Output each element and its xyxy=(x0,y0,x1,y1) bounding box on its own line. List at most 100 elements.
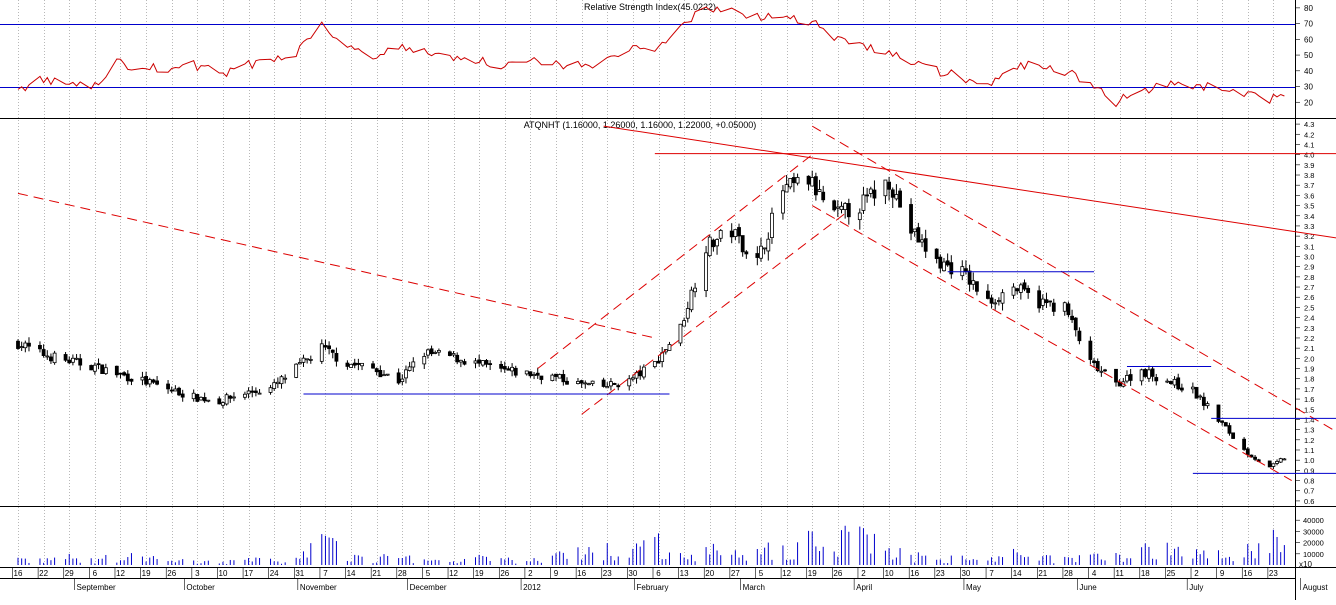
candle-body xyxy=(232,397,235,398)
day-label: 30 xyxy=(961,569,970,578)
candle-body xyxy=(276,382,279,383)
candle-body xyxy=(679,324,682,343)
day-label: 18 xyxy=(1141,569,1150,578)
candle-body xyxy=(251,391,254,392)
candle-body xyxy=(770,213,773,237)
candle-body xyxy=(1228,426,1231,434)
candle-body xyxy=(448,352,451,356)
price-tick-label: 2.8 xyxy=(1304,273,1314,282)
candle-body xyxy=(935,249,938,258)
day-label: 9 xyxy=(554,569,559,578)
day-label: 26 xyxy=(833,569,842,578)
candle-body xyxy=(1151,369,1154,377)
rsi-title: Relative Strength Index(45.0222) xyxy=(584,2,716,12)
candle-body xyxy=(1038,291,1041,308)
day-label: 31 xyxy=(295,569,304,578)
day-label: 23 xyxy=(936,569,945,578)
candle-body xyxy=(397,373,400,383)
candle-body xyxy=(642,367,645,377)
candle-body xyxy=(412,362,415,367)
candle-body xyxy=(1023,283,1026,289)
month-label: March xyxy=(743,583,765,592)
candle-body xyxy=(1019,285,1022,293)
price-tick-label: 1.7 xyxy=(1304,385,1314,394)
candle-body xyxy=(434,352,437,353)
rsi-tick-label: 30 xyxy=(1304,83,1313,92)
candle-body xyxy=(964,269,967,271)
price-tick-label: 1.8 xyxy=(1304,375,1314,384)
candle-body xyxy=(514,368,517,375)
price-tick-label: 4.3 xyxy=(1304,120,1314,129)
candle-body xyxy=(1202,397,1205,405)
candle-body xyxy=(500,364,503,368)
candle-body xyxy=(38,345,41,348)
candle-body xyxy=(17,341,20,348)
candle-body xyxy=(79,359,82,365)
day-label: 19 xyxy=(142,569,151,578)
candle-body xyxy=(1144,369,1147,376)
candle-body xyxy=(1041,299,1044,305)
candle-body xyxy=(1052,303,1055,311)
price-tick-label: 3.3 xyxy=(1304,222,1314,231)
price-tick-label: 0.8 xyxy=(1304,477,1314,486)
day-label: 22 xyxy=(39,569,48,578)
candle-body xyxy=(631,378,634,379)
price-tick-label: 3.6 xyxy=(1304,191,1314,200)
candle-body xyxy=(298,363,301,364)
candle-body xyxy=(372,364,375,368)
price-tick-label: 3.7 xyxy=(1304,181,1314,190)
candle-body xyxy=(273,383,276,389)
price-tick-label: 3.9 xyxy=(1304,161,1314,170)
volume-tick-label: 40000 xyxy=(1303,516,1324,525)
candle-body xyxy=(221,403,224,406)
candle-body xyxy=(576,381,579,383)
candle-body xyxy=(1071,316,1074,319)
candle-body xyxy=(1180,388,1183,390)
candle-body xyxy=(609,382,612,386)
candle-body xyxy=(767,239,770,251)
candle-body xyxy=(587,384,590,385)
price-tick-label: 1.9 xyxy=(1304,365,1314,374)
day-label: 21 xyxy=(372,569,381,578)
candle-body xyxy=(426,350,429,355)
candle-body xyxy=(1012,287,1015,295)
rsi-line xyxy=(18,7,1284,106)
candle-body xyxy=(716,240,719,246)
day-label: 23 xyxy=(1269,569,1278,578)
candle-body xyxy=(708,237,711,256)
candle-body xyxy=(247,391,250,394)
trend-line xyxy=(812,126,1336,442)
candle-body xyxy=(862,195,865,210)
price-tick-label: 4.1 xyxy=(1304,140,1314,149)
price-tick-label: 1.0 xyxy=(1304,456,1314,465)
candle-body xyxy=(529,372,532,376)
candle-body xyxy=(218,399,221,404)
candle-body xyxy=(686,309,689,319)
price-tick-label: 1.4 xyxy=(1304,415,1314,424)
volume-tick-label: 10000 xyxy=(1303,550,1324,559)
candle-body xyxy=(203,397,206,400)
candle-body xyxy=(1199,396,1202,397)
price-tick-label: 3.4 xyxy=(1304,212,1314,221)
candle-body xyxy=(1279,459,1282,462)
candle-body xyxy=(309,359,312,360)
price-tick-label: 2.3 xyxy=(1304,324,1314,333)
price-tick-label: 2.0 xyxy=(1304,354,1314,363)
month-label: April xyxy=(856,583,872,592)
candle-body xyxy=(1221,421,1224,423)
day-label: 19 xyxy=(808,569,817,578)
candle-body xyxy=(858,213,861,220)
trend-line xyxy=(604,126,1336,241)
price-tick-label: 0.9 xyxy=(1304,466,1314,475)
candle-body xyxy=(1191,387,1194,389)
candle-body xyxy=(254,391,257,393)
candle-body xyxy=(1246,449,1249,455)
candle-body xyxy=(404,370,407,378)
candle-body xyxy=(745,252,748,254)
candle-body xyxy=(891,190,894,197)
candle-body xyxy=(1224,423,1227,426)
candle-body xyxy=(1104,370,1107,371)
candle-body xyxy=(320,344,323,362)
candle-body xyxy=(511,367,514,371)
candle-body xyxy=(324,345,327,347)
